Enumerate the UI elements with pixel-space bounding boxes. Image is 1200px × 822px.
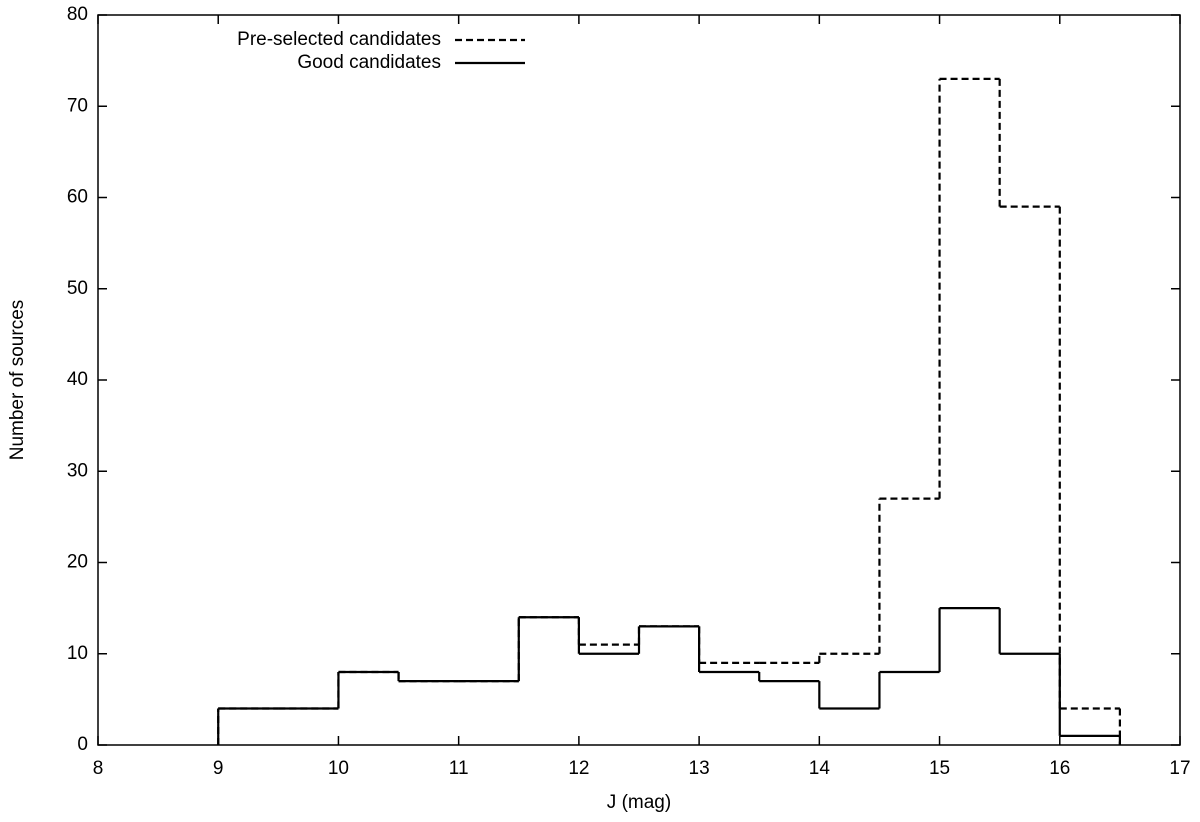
x-tick-label: 10	[328, 758, 349, 779]
y-tick-label: 40	[67, 369, 88, 390]
y-tick-label: 60	[67, 187, 88, 208]
y-tick-label: 30	[67, 460, 88, 481]
legend-label: Pre-selected candidates	[237, 29, 441, 50]
y-tick-label: 50	[67, 278, 88, 299]
x-tick-label: 14	[809, 758, 831, 779]
x-tick-label: 16	[1049, 758, 1070, 779]
x-tick-label: 8	[93, 758, 104, 779]
x-tick-label: 11	[449, 758, 469, 779]
x-tick-label: 12	[568, 758, 589, 779]
y-tick-label: 0	[77, 734, 88, 755]
x-tick-label: 17	[1169, 758, 1190, 779]
y-tick-label: 80	[67, 4, 88, 25]
x-tick-label: 13	[689, 758, 710, 779]
x-axis-label: J (mag)	[607, 792, 671, 813]
x-tick-label: 9	[213, 758, 224, 779]
y-tick-label: 10	[67, 643, 88, 664]
y-axis-label: Number of sources	[7, 300, 28, 461]
x-tick-label: 15	[929, 758, 950, 779]
y-tick-label: 70	[67, 95, 88, 116]
legend-label: Good candidates	[297, 52, 441, 73]
y-tick-label: 20	[67, 552, 88, 573]
